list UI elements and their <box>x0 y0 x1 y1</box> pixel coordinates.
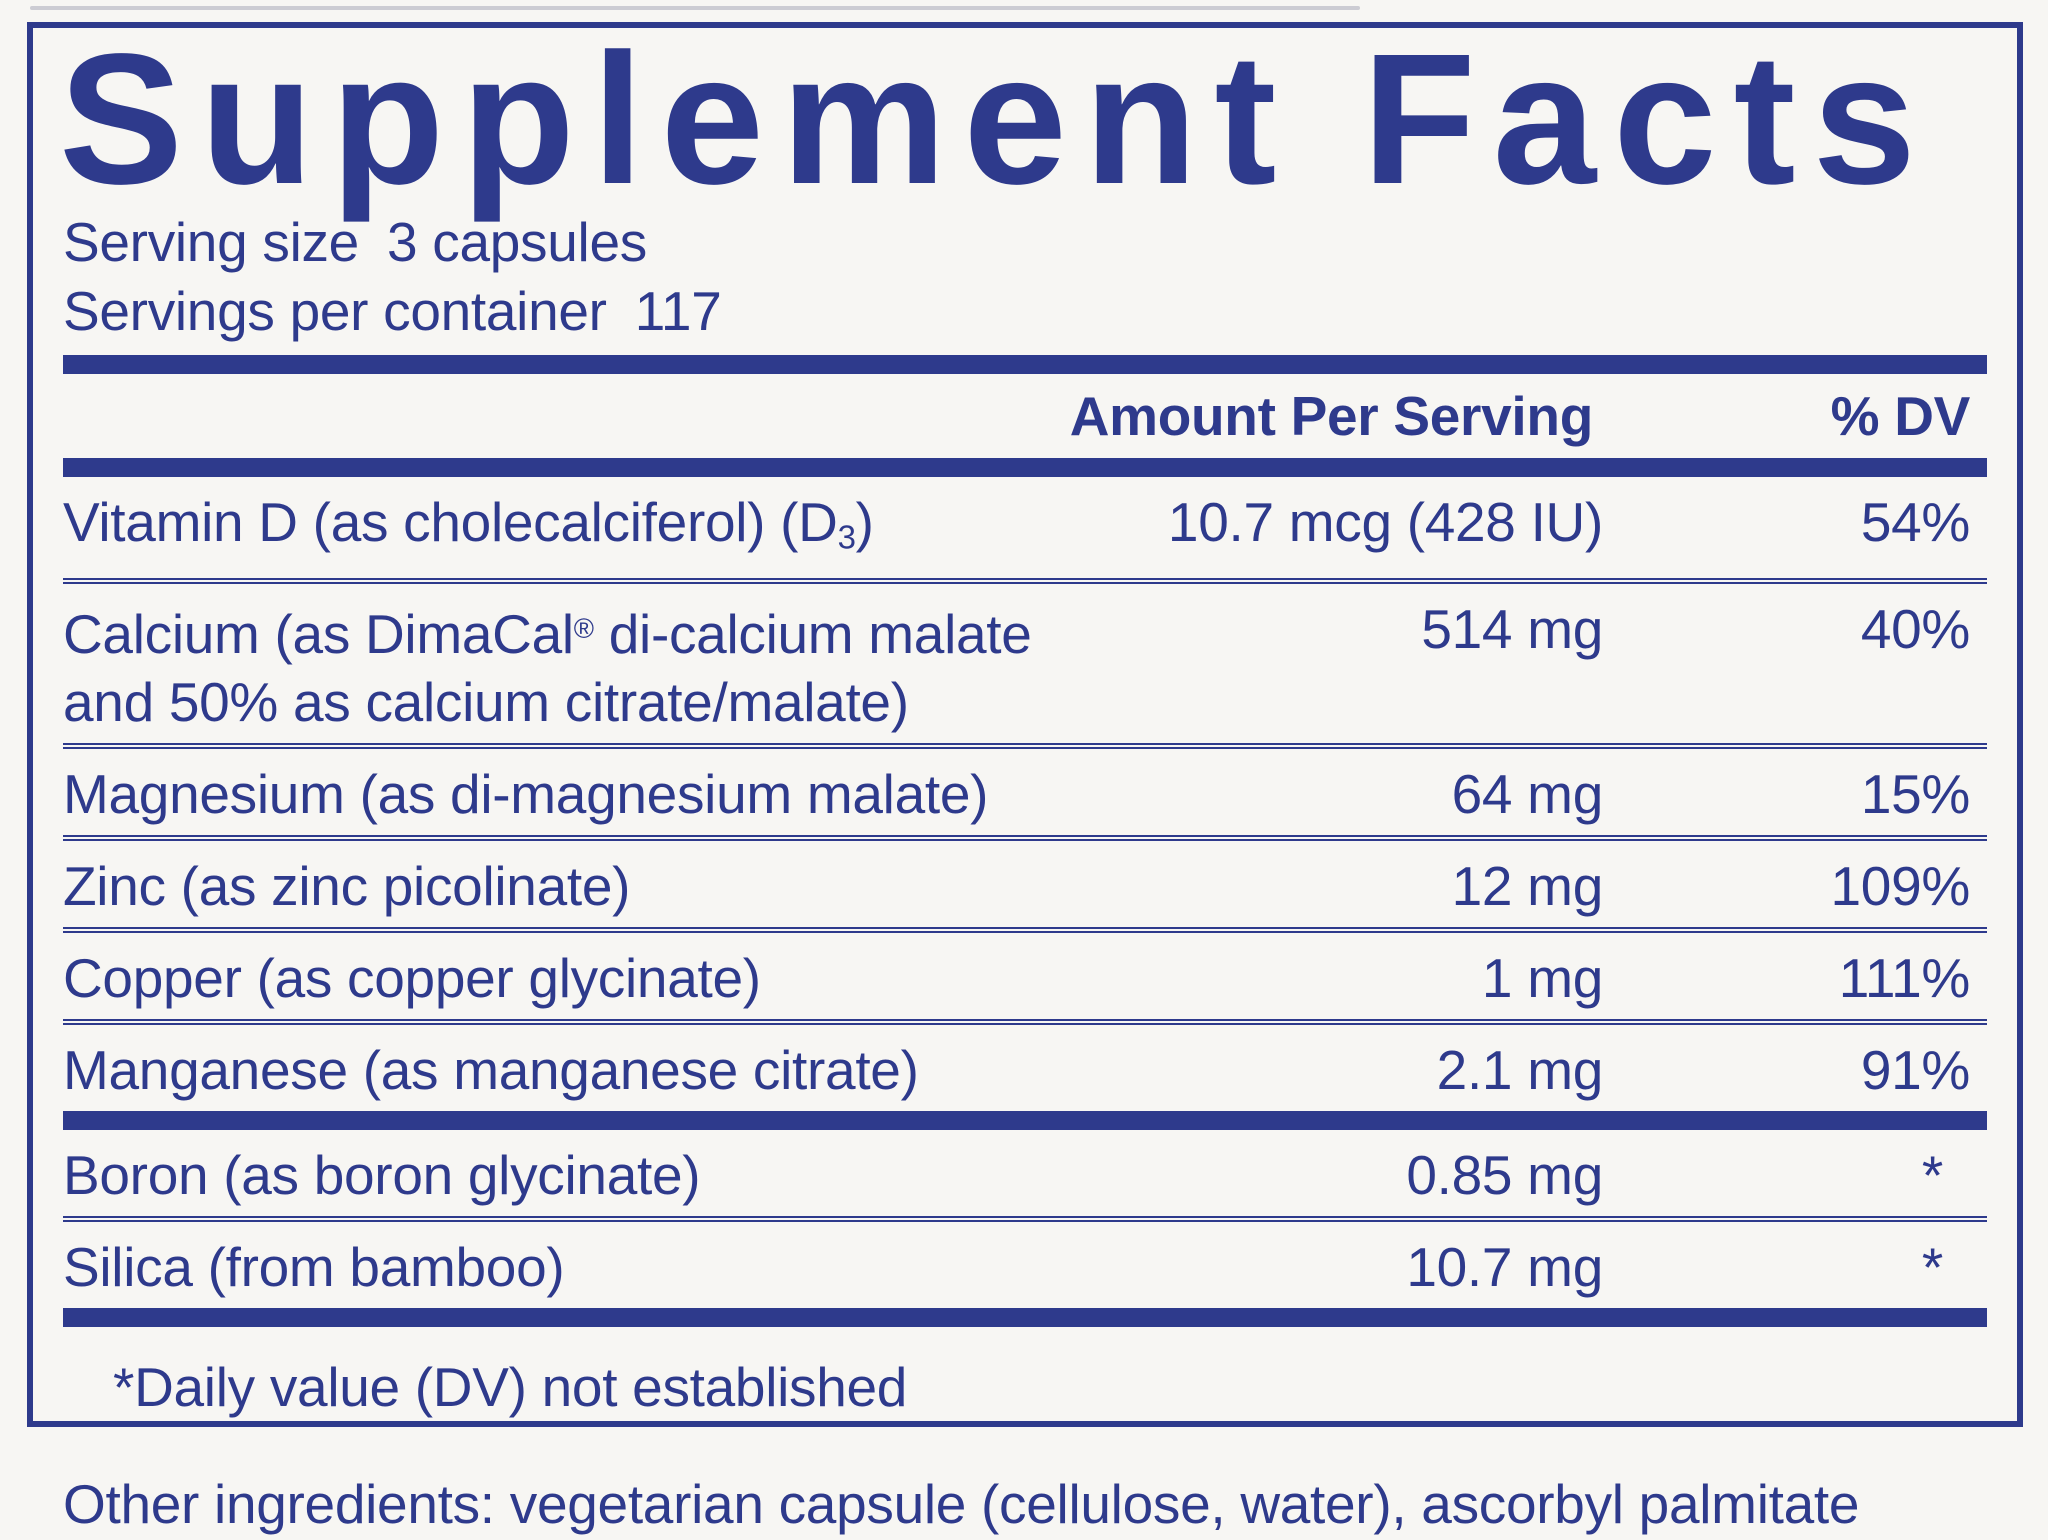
table-row: Calcium (as DimaCal® di-calcium malate an… <box>63 578 1987 743</box>
serving-size-label: Serving size <box>63 211 359 273</box>
amount-per-serving-value: 10.7 mcg (428 IU) <box>1167 491 1603 553</box>
supplement-facts-panel: Supplement Facts Serving size 3 capsules … <box>27 22 2023 1427</box>
amount-per-serving-value: 0.85 mg <box>1406 1144 1603 1207</box>
table-row: Boron (as boron glycinate) 0.85 mg * <box>63 1130 1987 1216</box>
nutrient-name: Copper (as copper glycinate) <box>63 947 761 1010</box>
amount-per-serving-value: 64 mg <box>1451 763 1604 826</box>
nutrient-rows-main: Vitamin D (as cholecalciferol) (D3) 10.7 … <box>63 477 1987 1111</box>
table-row: Vitamin D (as cholecalciferol) (D3) 10.7 … <box>63 477 1987 578</box>
nutrient-rows-secondary: Boron (as boron glycinate) 0.85 mg * Silica… <box>63 1130 1987 1308</box>
nutrient-name: Boron (as boron glycinate) <box>63 1144 701 1207</box>
daily-value-percent: * <box>1921 1144 1943 1207</box>
daily-value-percent: 111% <box>1838 947 1971 1010</box>
table-row: Zinc (as zinc picolinate) 12 mg 109% <box>63 835 1987 927</box>
nutrient-name: Manganese (as manganese citrate) <box>63 1039 919 1102</box>
table-row: Manganese (as manganese citrate) 2.1 mg 91… <box>63 1019 1987 1111</box>
amount-per-serving-value: 1 mg <box>1481 947 1603 1010</box>
amount-per-serving-value: 514 mg <box>1421 598 1603 661</box>
daily-value-percent: 91% <box>1860 1039 1970 1102</box>
nutrient-name: Zinc (as zinc picolinate) <box>63 855 631 918</box>
amount-per-serving-value: 10.7 mg <box>1406 1236 1603 1299</box>
table-row: Copper (as copper glycinate) 1 mg 111% <box>63 927 1987 1019</box>
servings-per-container-label: Servings per container <box>63 280 607 342</box>
other-ingredients: Other ingredients: vegetarian capsule (c… <box>63 1473 1860 1535</box>
dv-footnote: *Daily value (DV) not established <box>113 1356 908 1419</box>
amount-per-serving-value: 2.1 mg <box>1436 1039 1604 1102</box>
table-header-row: Amount Per Serving % DV <box>63 374 1987 458</box>
thick-divider <box>63 1308 1987 1328</box>
table-row: Silica (from bamboo) 10.7 mg * <box>63 1216 1987 1308</box>
thick-divider <box>63 1111 1987 1131</box>
dv-column-header: % DV <box>1830 385 1971 447</box>
panel-title: Supplement Facts <box>59 16 1933 223</box>
thick-divider <box>63 458 1987 477</box>
table-row: Magnesium (as di-magnesium malate) 64 mg 1… <box>63 743 1987 835</box>
servings-per-container-line: Servings per container 117 <box>63 277 1987 346</box>
amount-column-header: Amount Per Serving <box>1069 385 1594 447</box>
daily-value-percent: * <box>1921 1236 1943 1299</box>
nutrient-name: Calcium (as DimaCal® di-calcium malate an… <box>63 603 1032 734</box>
label-photo-edge-line <box>30 6 1360 10</box>
nutrient-name: Vitamin D (as cholecalciferol) (D3) <box>63 491 874 556</box>
servings-per-container-value: 117 <box>634 280 722 342</box>
serving-info: Serving size 3 capsules Servings per cont… <box>63 208 1987 346</box>
nutrient-name: Silica (from bamboo) <box>63 1236 565 1299</box>
serving-size-line: Serving size 3 capsules <box>63 208 1987 277</box>
amount-per-serving-value: 12 mg <box>1451 855 1604 918</box>
thick-divider <box>63 355 1987 374</box>
serving-size-value: 3 capsules <box>386 211 647 273</box>
nutrient-name: Magnesium (as di-magnesium malate) <box>63 763 989 826</box>
daily-value-percent: 54% <box>1860 491 1970 553</box>
daily-value-percent: 109% <box>1830 855 1971 918</box>
daily-value-percent: 40% <box>1860 598 1970 661</box>
daily-value-percent: 15% <box>1860 763 1970 826</box>
